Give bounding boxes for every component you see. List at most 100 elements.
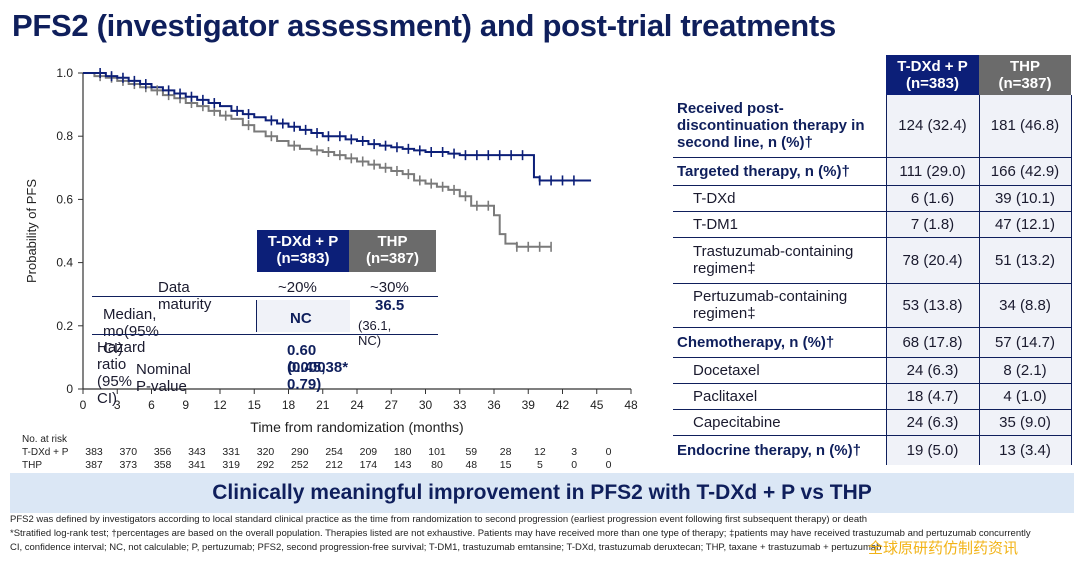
row-label: Endocrine therapy, n (%)† [677,441,861,459]
x-tick-label: 9 [182,398,189,412]
risk-value: 290 [291,446,309,458]
x-tick-label: 36 [487,398,501,412]
risk-value: 0 [606,446,612,458]
thp-value: 181 (46.8) [979,95,1072,158]
risk-value: 356 [154,446,172,458]
table-row: Received post-discontinuation therapy in… [673,95,1072,158]
risk-value: 101 [428,446,446,458]
survival-curve-tdxd-p [83,72,592,182]
row-label: Capecitabine [673,409,886,436]
footnote-stats: *Stratified log-rank test; †percentages … [10,528,1031,539]
median-tdxd: NC [290,310,312,327]
risk-table-header: No. at risk [22,434,68,445]
table-row: Trastuzumab-containing regimen‡ 78 (20.4)… [673,237,1072,284]
hazard-ratio-label: Hazard ratio (95% CI) [97,339,146,407]
inset-header-tdxd-label: T-DXd + P (n=383) [267,233,339,267]
inset-divider [92,296,438,297]
table-row: T-DXd 6 (1.6) 39 (10.1) [673,185,1072,212]
thp-value: 57 (14.7) [979,327,1072,358]
thp-value: 13 (3.4) [979,435,1072,465]
x-axis-label: Time from randomization (months) [250,419,463,435]
risk-value: 373 [120,459,138,471]
table-row: Chemotherapy, n (%)† 68 (17.8) 57 (14.7) [673,327,1072,358]
risk-value: 331 [222,446,240,458]
risk-value: 0 [606,459,612,471]
risk-value: 383 [85,446,103,458]
table-row: Paclitaxel 18 (4.7) 4 (1.0) [673,383,1072,410]
x-tick-label: 24 [350,398,364,412]
table-header-row: T-DXd + P (n=383) THP (n=387) [673,55,1071,95]
x-tick-label: 30 [419,398,433,412]
table-row: Pertuzumab-containing regimen‡ 53 (13.8) 3… [673,283,1072,328]
tdxd-value: 111 (29.0) [885,157,980,186]
tdxd-value: 24 (6.3) [885,357,980,384]
risk-value: 48 [465,459,477,471]
hazard-ratio-value: 0.60 (0.45, 0.79) [287,342,326,393]
x-tick-label: 3 [114,398,121,412]
x-tick-label: 15 [248,398,262,412]
risk-value: 254 [325,446,343,458]
x-tick-label: 0 [80,398,87,412]
tdxd-value: 19 (5.0) [885,435,980,465]
kaplan-meier-chart: 0 3 6 9 12 15 18 21 24 27 30 33 36 39 42 45 4800.20.40.6… [22,66,638,471]
tdxd-value: 7 (1.8) [885,211,980,238]
thp-value: 34 (8.8) [979,283,1072,328]
x-tick-label: 42 [556,398,570,412]
data-maturity-tdxd: ~20% [278,279,317,296]
survival-curve-thp [83,72,552,248]
median-label: Median, mo(95% CI) [103,306,159,357]
tdxd-value: 24 (6.3) [885,409,980,436]
tdxd-value: 18 (4.7) [885,383,980,410]
inset-header-thp-label: THP (n=387) [366,233,419,267]
table-row: T-DM1 7 (1.8) 47 (12.1) [673,211,1072,238]
footnote-abbreviations: CI, confidence interval; NC, not calcula… [10,542,882,553]
inset-header-tdxd: T-DXd + P (n=383) [257,230,349,272]
x-tick-label: 45 [590,398,604,412]
tdxd-value: 68 (17.8) [885,327,980,358]
table-row: Endocrine therapy, n (%)† 19 (5.0) 13 (3.4… [673,435,1072,465]
table-header-tdxd-label: T-DXd + P (n=383) [897,58,968,92]
risk-value: 174 [360,459,378,471]
footnote-definition: PFS2 was defined by investigators accord… [10,514,868,525]
risk-value: 12 [534,446,546,458]
risk-value: 370 [120,446,138,458]
axis-labels: Time from randomization (months) Probabil… [24,179,464,435]
risk-value: 28 [500,446,512,458]
x-tick-label: 33 [453,398,467,412]
x-tick-label: 6 [148,398,155,412]
risk-value: 5 [537,459,543,471]
inset-header-thp: THP (n=387) [349,230,436,272]
row-label: Docetaxel [673,357,886,384]
table-header-thp-label: THP (n=387) [998,58,1052,92]
tdxd-value: 124 (32.4) [885,95,980,158]
x-tick-label: 21 [316,398,330,412]
thp-value: 47 (12.1) [979,211,1072,238]
row-label: Chemotherapy, n (%)† [673,327,886,358]
data-maturity-thp: ~30% [370,279,409,296]
risk-value: 320 [257,446,275,458]
table-header-tdxd: T-DXd + P (n=383) [886,55,979,95]
risk-value: 59 [465,446,477,458]
y-tick-label: 0.8 [56,129,73,143]
y-tick-label: 0.4 [56,256,73,270]
row-label: T-DXd [673,185,886,212]
risk-value: 15 [500,459,512,471]
row-label: Received post-discontinuation therapy in… [673,95,886,158]
risk-value: 387 [85,459,103,471]
median-thp: 36.5 [375,297,405,314]
conclusion-banner: Clinically meaningful improvement in PFS… [10,473,1074,513]
row-label: Pertuzumab-containing regimen‡ [673,283,886,328]
risk-value: 180 [394,446,412,458]
thp-value: 166 (42.9) [979,157,1072,186]
axes: 0 3 6 9 12 15 18 21 24 27 30 33 36 39 42 45 4800.20.40.6… [56,66,638,412]
y-tick-label: 0.2 [56,319,73,333]
thp-value: 35 (9.0) [979,409,1072,436]
row-label: T-DM1 [673,211,886,238]
median-thp-ci: (36.1, NC) [358,318,392,348]
censor-marks [99,68,575,252]
risk-value: 3 [571,446,577,458]
risk-value: 143 [394,459,412,471]
data-maturity-label: Data maturity [158,279,212,313]
row-label: Trastuzumab-containing regimen‡ [673,237,886,284]
